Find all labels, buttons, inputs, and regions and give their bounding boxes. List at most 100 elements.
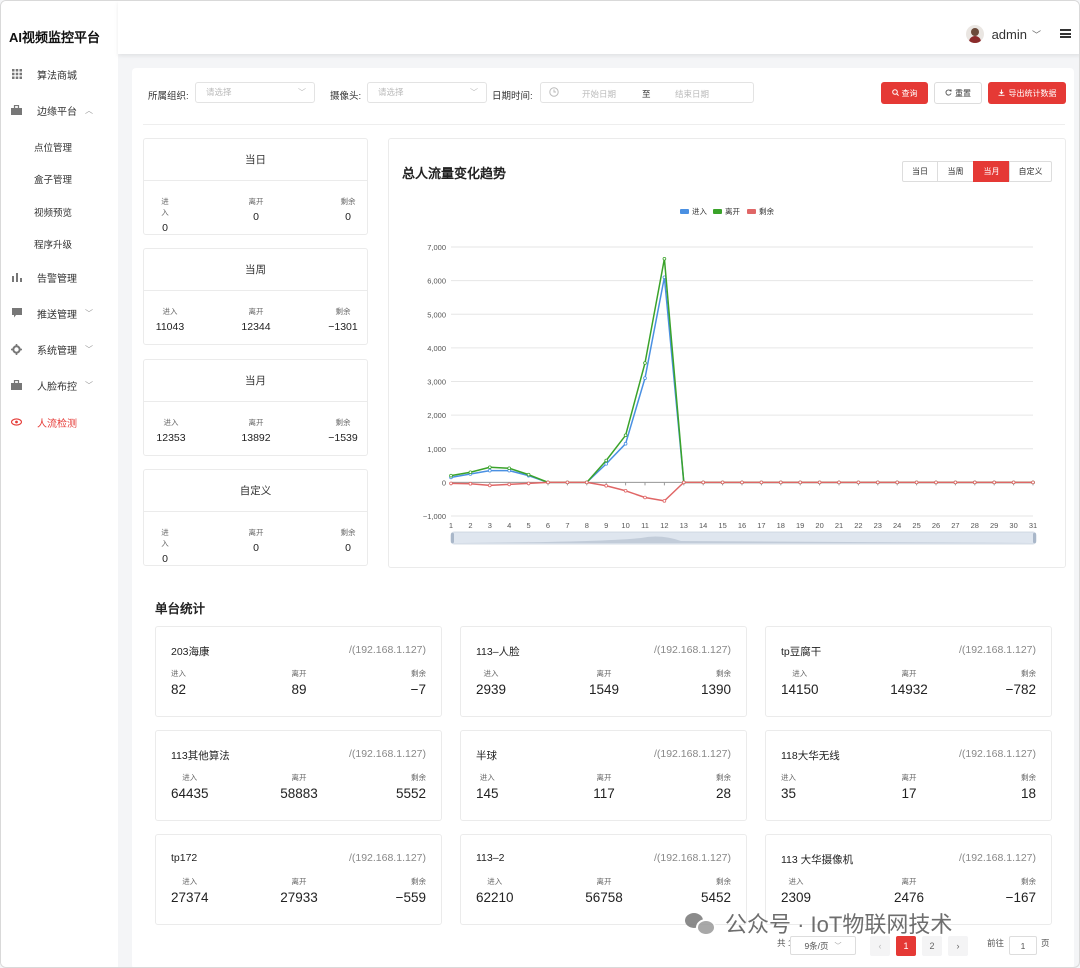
export-button[interactable]: 导出统计数据 [988,82,1066,104]
sidebar-subitem-upgrade[interactable]: 程序升级 [34,240,73,251]
device-card: 203海康 /(192.168.1.127) 进入 82 离开 89 剩余 −7 [155,626,442,717]
legend-item-out[interactable]: 离开 [713,206,740,217]
device-card: 118大华无线 /(192.168.1.127) 进入 35 离开 17 剩余 18 [765,730,1052,821]
device-ip: /(192.168.1.127) [348,748,426,760]
summary-card-month: 当月 进入 12353 离开 13892 剩余 −1539 [143,359,368,456]
summary-out: 离开 13892 [234,417,278,444]
sidebar-subitem-boxes[interactable]: 盒子管理 [34,175,73,186]
end-date-field[interactable]: 结束日期 [675,89,710,99]
chevron-down-icon: ﹀ [470,88,478,97]
camera-select[interactable]: 请选择 ﹀ [367,82,487,103]
summary-card-day: 当日 进入 0 离开 0 剩余 0 [143,138,368,235]
out-label: 离开 [248,307,264,316]
rest-value: −1539 [328,432,358,444]
refresh-icon [945,88,952,98]
sidebar-item-label: 算法商城 [37,70,77,82]
sidebar-item-face-control[interactable]: 人脸布控 ﹀ [1,375,118,395]
device-out: 离开 58883 [274,772,324,801]
device-card: 113–2 /(192.168.1.127) 进入 62210 离开 56758 剩余 545… [460,834,747,925]
device-ip: /(192.168.1.127) [653,852,731,864]
device-ip: /(192.168.1.127) [958,852,1036,864]
device-in: 进入 35 [781,772,796,801]
goto-input[interactable]: 1 [1009,936,1037,955]
sidebar-subitem-points[interactable]: 点位管理 [34,143,73,154]
in-label: 进入 [163,418,179,427]
range-month-button[interactable]: 当月 [973,161,1010,182]
briefcase-icon [11,105,22,116]
camera-placeholder: 请选择 [378,87,404,97]
start-date-field[interactable]: 开始日期 [582,89,617,99]
in-label: 进入 [182,877,198,886]
sidebar-item-system[interactable]: 系统管理 ﹀ [1,339,118,359]
device-ip: /(192.168.1.127) [958,644,1036,656]
rest-label: 剩余 [411,773,426,782]
summary-in: 进入 0 [158,196,172,234]
chart-title: 总人流量变化趋势 [402,166,507,181]
device-out: 离开 14932 [884,668,934,697]
legend-label: 进入 [692,207,707,216]
legend-item-in[interactable]: 进入 [680,206,707,217]
rest-value: −7 [410,682,426,697]
message-icon [11,308,22,319]
watermark-text: 公众号 · IoT物联网技术 [725,912,953,937]
gear-icon [11,343,22,355]
range-custom-button[interactable]: 自定义 [1009,161,1052,182]
sidebar-item-edge-platform[interactable]: 边缘平台 ︿ [1,100,118,120]
device-in: 进入 14150 [781,668,819,697]
summary-card-custom: 自定义 进入 0 离开 0 剩余 0 [143,469,368,566]
page-1-button[interactable]: 1 [896,936,916,956]
rest-label: 剩余 [335,418,351,427]
device-rest: 剩余 −7 [411,668,426,697]
date-label: 日期时间: [492,91,533,102]
legend-label: 剩余 [759,207,774,216]
sidebar-subitem-video-preview[interactable]: 视频预览 [34,208,73,219]
device-card: tp172 /(192.168.1.127) 进入 27374 离开 27933 剩余 −55… [155,834,442,925]
out-label: 离开 [291,669,307,678]
sidebar-item-push[interactable]: 推送管理 ﹀ [1,303,118,323]
in-value: 82 [171,682,187,697]
device-name: 113 大华摄像机 [781,854,854,866]
query-button-label: 查询 [901,88,918,98]
page-size-select[interactable]: 9条/页 ﹀ [790,936,856,955]
device-in: 进入 27374 [171,876,209,905]
sidebar-item-algorithm-store[interactable]: 算法商城 [1,64,118,84]
wechat-icon [685,911,716,936]
org-select[interactable]: 请选择 ﹀ [195,82,315,103]
date-range-picker[interactable]: 开始日期 至 结束日期 [540,82,754,103]
range-week-button[interactable]: 当周 [937,161,974,182]
reset-button[interactable]: 重置 [934,82,982,104]
query-button[interactable]: 查询 [881,82,928,104]
in-value: 2309 [781,890,812,905]
out-value: 58883 [280,786,318,801]
range-day-button[interactable]: 当日 [902,161,938,182]
briefcase-icon [11,380,22,391]
page-size-value: 9条/页 [804,940,829,951]
in-value: 12353 [156,432,186,444]
summary-rest: 剩余 −1301 [320,306,366,333]
device-in: 进入 64435 [171,772,209,801]
in-value: 64435 [171,786,209,801]
device-out: 离开 2476 [884,876,934,905]
out-label: 离开 [248,197,264,206]
in-value: 27374 [171,890,209,905]
user-menu[interactable]: admin ﹀ [965,25,1041,43]
page-2-button[interactable]: 2 [922,936,942,956]
device-rest: 剩余 5452 [701,876,731,905]
device-name: tp豆腐干 [781,646,822,658]
device-out: 离开 89 [274,668,324,697]
camera-label: 摄像头: [330,91,362,102]
legend-item-rest[interactable]: 剩余 [747,206,774,217]
out-value: 27933 [280,890,318,905]
rest-value: 0 [345,211,351,223]
legend-label: 离开 [725,207,740,216]
sidebar-item-alarms[interactable]: 告警管理 [1,267,118,287]
sidebar-item-people-flow[interactable]: 人流检测 [1,412,118,432]
prev-page-button[interactable]: ‹ [870,936,890,956]
out-value: 0 [253,542,259,554]
app-title: AI视频监控平台 [9,30,101,45]
menu-icon[interactable] [1060,29,1071,38]
avatar [965,25,984,43]
sidebar-item-label: 告警管理 [37,273,77,285]
next-page-button[interactable]: › [948,936,968,956]
